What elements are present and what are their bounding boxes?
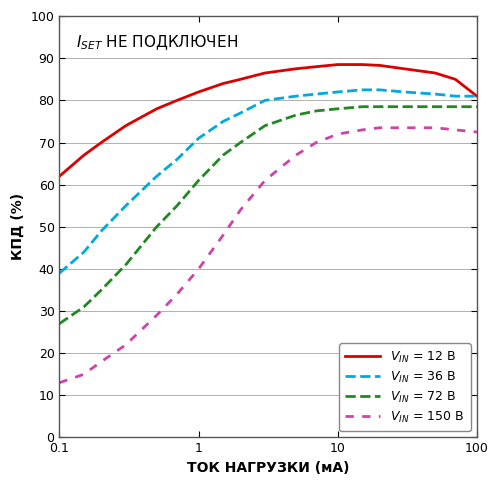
$V_{IN}$ = 150 В — [56, 380, 62, 385]
$V_{IN}$ = 36 В — [196, 136, 202, 141]
$V_{IN}$ = 150 В — [81, 371, 87, 377]
$V_{IN}$ = 36 В — [98, 228, 104, 234]
$V_{IN}$ = 36 В — [432, 91, 438, 97]
$V_{IN}$ = 36 В — [154, 174, 160, 179]
$V_{IN}$ = 72 В — [432, 104, 438, 110]
$V_{IN}$ = 72 В — [335, 106, 341, 112]
$V_{IN}$ = 150 В — [98, 359, 104, 364]
$V_{IN}$ = 36 В — [174, 156, 180, 162]
$V_{IN}$ = 150 В — [335, 131, 341, 137]
$V_{IN}$ = 150 В — [154, 312, 160, 318]
Line: $V_{IN}$ = 150 В: $V_{IN}$ = 150 В — [60, 128, 477, 382]
$V_{IN}$ = 72 В — [174, 203, 180, 208]
Legend: $V_{IN}$ = 12 В, $V_{IN}$ = 36 В, $V_{IN}$ = 72 В, $V_{IN}$ = 150 В: $V_{IN}$ = 12 В, $V_{IN}$ = 36 В, $V_{IN… — [339, 343, 470, 431]
$V_{IN}$ = 150 В — [293, 152, 299, 158]
$V_{IN}$ = 72 В — [81, 304, 87, 310]
$V_{IN}$ = 72 В — [376, 104, 382, 110]
$V_{IN}$ = 150 В — [432, 125, 438, 131]
$V_{IN}$ = 12 В — [56, 174, 62, 179]
$V_{IN}$ = 36 В — [335, 89, 341, 95]
$V_{IN}$ = 72 В — [98, 287, 104, 293]
$V_{IN}$ = 12 В — [401, 66, 407, 72]
$V_{IN}$ = 150 В — [174, 291, 180, 297]
Text: $I_{SET}$ НЕ ПОДКЛЮЧЕН: $I_{SET}$ НЕ ПОДКЛЮЧЕН — [76, 33, 238, 52]
$V_{IN}$ = 36 В — [452, 93, 458, 99]
$V_{IN}$ = 36 В — [313, 91, 319, 97]
$V_{IN}$ = 12 В — [81, 152, 87, 158]
$V_{IN}$ = 12 В — [376, 63, 382, 69]
$V_{IN}$ = 72 В — [313, 108, 319, 114]
Line: $V_{IN}$ = 36 В: $V_{IN}$ = 36 В — [60, 90, 477, 273]
$V_{IN}$ = 36 В — [401, 89, 407, 95]
$V_{IN}$ = 36 В — [293, 93, 299, 99]
$V_{IN}$ = 12 В — [432, 70, 438, 76]
$V_{IN}$ = 12 В — [98, 139, 104, 145]
$V_{IN}$ = 72 В — [238, 139, 244, 145]
$V_{IN}$ = 150 В — [376, 125, 382, 131]
$V_{IN}$ = 72 В — [220, 152, 226, 158]
Y-axis label: КПД (%): КПД (%) — [11, 193, 25, 260]
$V_{IN}$ = 12 В — [220, 81, 226, 87]
$V_{IN}$ = 72 В — [196, 177, 202, 183]
$V_{IN}$ = 12 В — [360, 62, 366, 68]
$V_{IN}$ = 150 В — [401, 125, 407, 131]
$V_{IN}$ = 12 В — [123, 123, 129, 129]
$V_{IN}$ = 72 В — [56, 321, 62, 327]
$V_{IN}$ = 150 В — [313, 139, 319, 145]
$V_{IN}$ = 12 В — [313, 64, 319, 69]
$V_{IN}$ = 12 В — [293, 66, 299, 72]
$V_{IN}$ = 72 В — [360, 104, 366, 110]
$V_{IN}$ = 72 В — [123, 262, 129, 268]
Line: $V_{IN}$ = 72 В: $V_{IN}$ = 72 В — [60, 107, 477, 324]
X-axis label: ТОК НАГРУЗКИ (мА): ТОК НАГРУЗКИ (мА) — [187, 461, 350, 475]
$V_{IN}$ = 12 В — [335, 62, 341, 68]
$V_{IN}$ = 12 В — [452, 76, 458, 82]
$V_{IN}$ = 36 В — [474, 93, 480, 99]
$V_{IN}$ = 72 В — [401, 104, 407, 110]
$V_{IN}$ = 12 В — [154, 106, 160, 112]
$V_{IN}$ = 36 В — [262, 98, 268, 104]
$V_{IN}$ = 72 В — [474, 104, 480, 110]
$V_{IN}$ = 12 В — [474, 93, 480, 99]
$V_{IN}$ = 72 В — [293, 112, 299, 118]
Line: $V_{IN}$ = 12 В: $V_{IN}$ = 12 В — [60, 65, 477, 176]
$V_{IN}$ = 72 В — [452, 104, 458, 110]
$V_{IN}$ = 36 В — [376, 87, 382, 93]
$V_{IN}$ = 36 В — [360, 87, 366, 93]
$V_{IN}$ = 150 В — [474, 129, 480, 135]
$V_{IN}$ = 72 В — [154, 224, 160, 230]
$V_{IN}$ = 150 В — [123, 342, 129, 347]
$V_{IN}$ = 12 В — [262, 70, 268, 76]
$V_{IN}$ = 150 В — [262, 177, 268, 183]
$V_{IN}$ = 36 В — [56, 270, 62, 276]
$V_{IN}$ = 36 В — [238, 110, 244, 116]
$V_{IN}$ = 12 В — [174, 98, 180, 104]
$V_{IN}$ = 150 В — [238, 207, 244, 213]
$V_{IN}$ = 150 В — [220, 232, 226, 238]
$V_{IN}$ = 72 В — [262, 123, 268, 129]
$V_{IN}$ = 150 В — [452, 127, 458, 133]
$V_{IN}$ = 12 В — [196, 89, 202, 95]
$V_{IN}$ = 36 В — [81, 249, 87, 255]
$V_{IN}$ = 36 В — [123, 203, 129, 208]
$V_{IN}$ = 150 В — [360, 127, 366, 133]
$V_{IN}$ = 12 В — [238, 76, 244, 82]
$V_{IN}$ = 36 В — [220, 119, 226, 124]
$V_{IN}$ = 150 В — [196, 266, 202, 272]
